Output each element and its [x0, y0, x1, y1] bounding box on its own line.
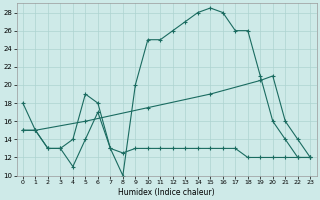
- X-axis label: Humidex (Indice chaleur): Humidex (Indice chaleur): [118, 188, 215, 197]
